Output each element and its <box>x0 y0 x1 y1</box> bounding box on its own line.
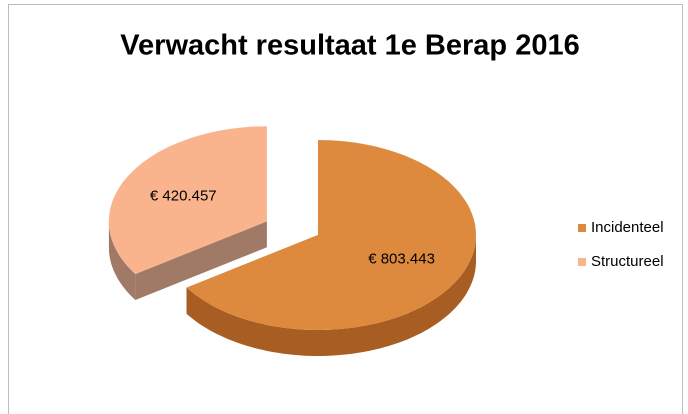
legend-swatch <box>578 258 586 266</box>
slice-wall <box>186 235 476 356</box>
legend-swatch <box>578 224 586 232</box>
data-label: € 803.443 <box>368 251 435 268</box>
slice-wall <box>108 221 136 300</box>
pie-slice <box>186 140 476 330</box>
slice-side <box>135 221 267 300</box>
chart-title: Verwacht resultaat 1e Berap 2016 <box>120 30 579 62</box>
pie-slice <box>108 126 267 274</box>
data-label: € 420.457 <box>150 188 217 205</box>
legend-label: Structureel <box>591 253 664 270</box>
legend-label: Incidenteel <box>591 219 664 236</box>
